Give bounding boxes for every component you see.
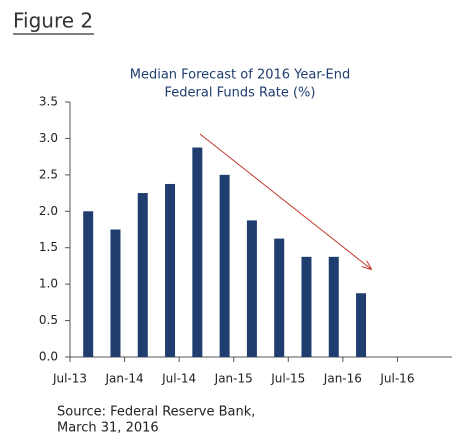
bar — [110, 229, 121, 357]
bar — [219, 174, 230, 357]
bar — [328, 256, 339, 357]
x-tick-label: Jan-14 — [105, 372, 144, 386]
bar — [83, 211, 94, 357]
x-tick-label: Jul-13 — [52, 372, 87, 386]
bar — [301, 256, 312, 357]
y-tick-label: 3.5 — [39, 95, 58, 109]
x-tick-label: Jul-16 — [379, 372, 414, 386]
x-tick-label: Jul-14 — [161, 372, 196, 386]
bar — [165, 183, 176, 357]
y-tick-label: 3.0 — [39, 131, 58, 145]
figure-label: Figure 2 — [13, 9, 93, 33]
y-tick-label: 0.5 — [39, 313, 58, 327]
bar — [246, 220, 257, 357]
chart-title: Median Forecast of 2016 Year-End — [130, 68, 351, 83]
y-tick-label: 2.0 — [39, 204, 58, 218]
source: Source: Federal Reserve Bank, — [57, 405, 255, 420]
source: March 31, 2016 — [57, 421, 159, 436]
chart-title: Federal Funds Rate (%) — [165, 86, 316, 101]
bar — [274, 238, 285, 357]
trend-arrow — [199, 133, 371, 269]
x-tick-label: Jan-16 — [323, 372, 362, 386]
x-tick-label: Jan-15 — [214, 372, 253, 386]
bar — [356, 293, 367, 357]
y-tick-label: 0.0 — [39, 350, 58, 364]
y-tick-label: 2.5 — [39, 167, 58, 181]
y-tick-label: 1.5 — [39, 240, 58, 254]
y-tick-label: 1.0 — [39, 277, 58, 291]
x-tick-label: Jul-15 — [270, 372, 305, 386]
bar — [192, 147, 203, 357]
bar — [137, 193, 148, 357]
